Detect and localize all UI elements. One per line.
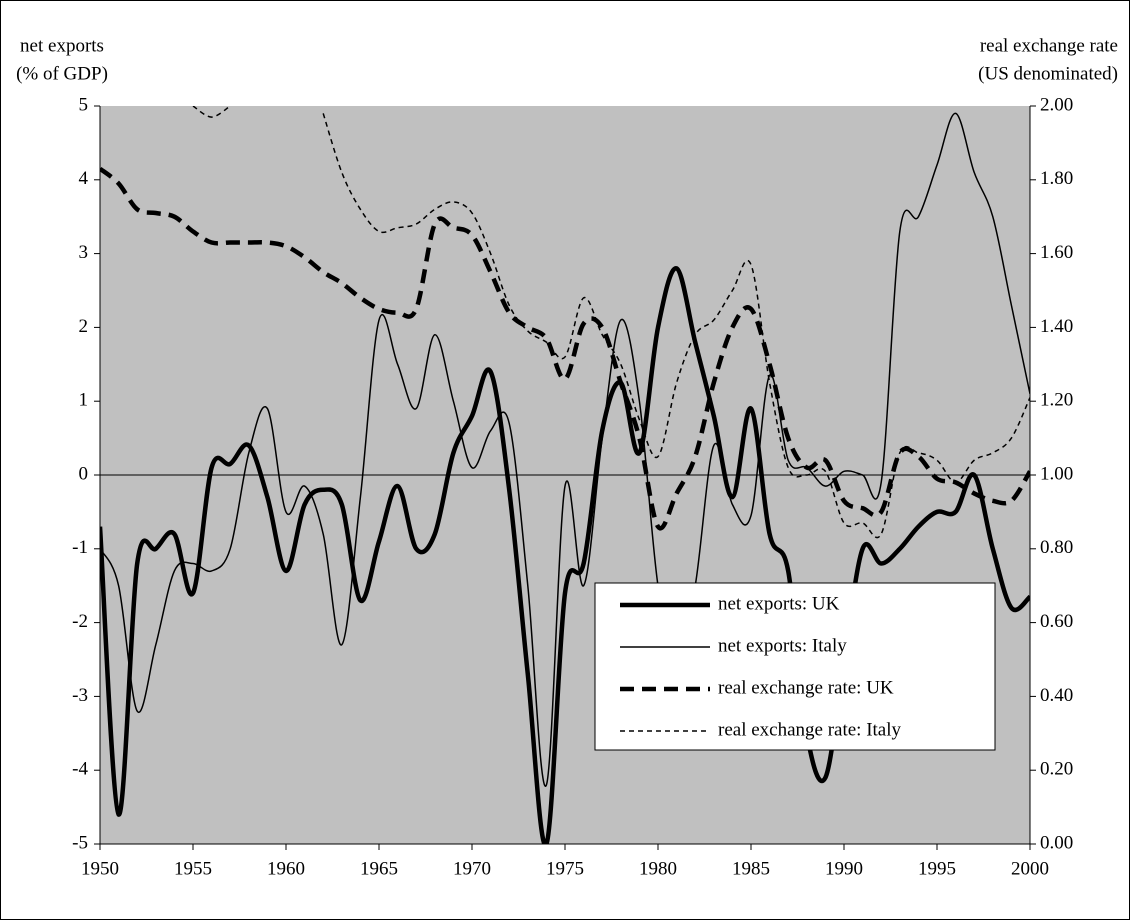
y2-tick-label: 1.40 xyxy=(1040,316,1073,337)
y2-tick-label: 2.00 xyxy=(1040,94,1073,115)
y-tick-label: 1 xyxy=(79,390,89,411)
y-tick-label: -4 xyxy=(72,759,88,780)
y-tick-label: -2 xyxy=(72,611,88,632)
x-tick-label: 1995 xyxy=(918,858,956,879)
y2-tick-label: 0.60 xyxy=(1040,611,1073,632)
legend-label: net exports: UK xyxy=(718,593,840,614)
y2-tick-label: 1.20 xyxy=(1040,390,1073,411)
y-tick-label: -1 xyxy=(72,537,88,558)
y-tick-label: -5 xyxy=(72,832,88,853)
x-tick-label: 1960 xyxy=(267,858,305,879)
y2-tick-label: 0.00 xyxy=(1040,832,1073,853)
y-axis-label: (% of GDP) xyxy=(16,63,108,84)
y-axis-label: net exports xyxy=(20,35,104,56)
series-line xyxy=(100,166,1030,531)
y-tick-label: 3 xyxy=(79,242,89,263)
y2-axis-label: real exchange rate xyxy=(980,35,1118,56)
y2-tick-label: 0.80 xyxy=(1040,537,1073,558)
x-tick-label: 1980 xyxy=(639,858,677,879)
legend xyxy=(594,582,996,751)
x-tick-label: 1950 xyxy=(81,858,119,879)
y2-axis-label: (US denominated) xyxy=(978,63,1118,84)
legend-label: real exchange rate: UK xyxy=(718,677,894,698)
series-line xyxy=(100,112,1030,787)
legend-label: net exports: Italy xyxy=(718,635,847,656)
legend-label: real exchange rate: Italy xyxy=(718,719,902,740)
y-tick-label: 2 xyxy=(79,316,89,337)
y2-tick-label: 1.00 xyxy=(1040,463,1073,484)
y2-tick-label: 1.80 xyxy=(1040,168,1073,189)
x-tick-label: 1955 xyxy=(174,858,212,879)
x-tick-label: 2000 xyxy=(1011,858,1049,879)
x-tick-label: 1990 xyxy=(825,858,863,879)
y-tick-label: 0 xyxy=(79,463,89,484)
x-tick-label: 1985 xyxy=(732,858,770,879)
series-line xyxy=(192,106,1030,539)
y-tick-label: -3 xyxy=(72,685,88,706)
y2-tick-label: 0.20 xyxy=(1040,759,1073,780)
y-tick-label: 5 xyxy=(79,94,89,115)
y2-tick-label: 1.60 xyxy=(1040,242,1073,263)
x-tick-label: 1965 xyxy=(360,858,398,879)
y2-tick-label: 0.40 xyxy=(1040,685,1073,706)
x-tick-label: 1975 xyxy=(546,858,584,879)
x-tick-label: 1970 xyxy=(453,858,491,879)
y-tick-label: 4 xyxy=(79,168,89,189)
